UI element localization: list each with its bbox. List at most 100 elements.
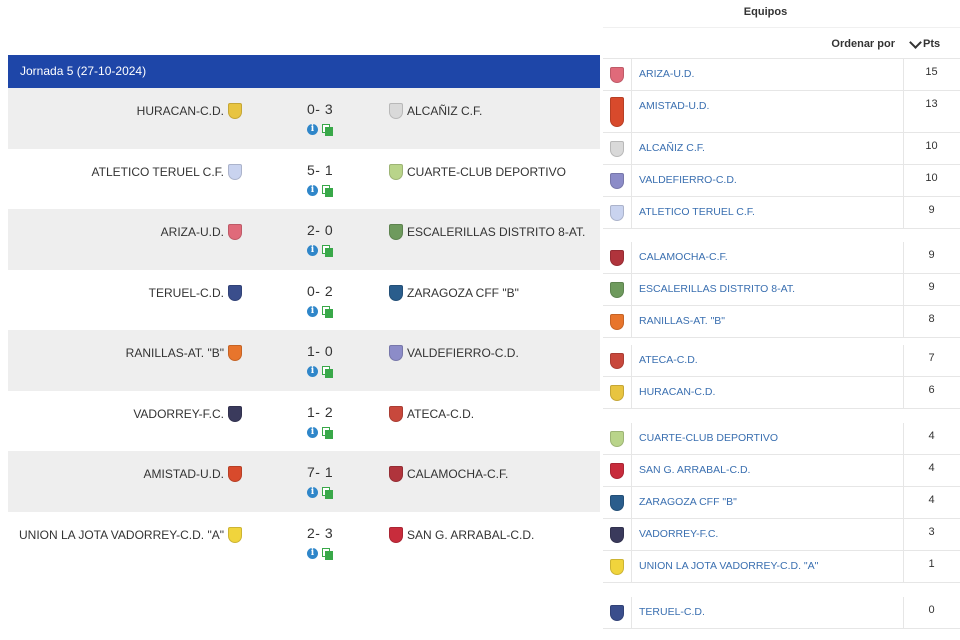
team-crest-icon: [389, 103, 403, 119]
team-name-link[interactable]: ATLETICO TERUEL C.F.: [639, 206, 755, 218]
info-icon[interactable]: i: [307, 366, 318, 377]
home-team[interactable]: ARIZA-U.D.: [161, 224, 242, 240]
team-name-link[interactable]: VADORREY-F.C.: [639, 528, 719, 540]
standings-row[interactable]: HURACAN-C.D. 6: [603, 377, 960, 409]
match-list: HURACAN-C.D. 0- 3 i ALCAÑIZ C.F. ATLETICO TE…: [8, 88, 600, 572]
team-name-link[interactable]: ZARAGOZA CFF "B": [639, 496, 737, 508]
away-team[interactable]: CALAMOCHA-C.F.: [389, 466, 508, 482]
team-name-link[interactable]: ALCAÑIZ C.F.: [639, 142, 705, 154]
standings-row[interactable]: UNION LA JOTA VADORREY-C.D. "A" 1: [603, 551, 960, 583]
match-score[interactable]: 0- 2: [307, 282, 334, 299]
standings-row[interactable]: CALAMOCHA-C.F. 9: [603, 242, 960, 274]
standings-row[interactable]: CUARTE-CLUB DEPORTIVO 4: [603, 423, 960, 455]
away-team[interactable]: ZARAGOZA CFF "B": [389, 284, 519, 301]
standings-row[interactable]: RANILLAS-AT. "B" 8: [603, 306, 960, 338]
team-name-link[interactable]: CALAMOCHA-C.F.: [639, 251, 728, 263]
info-icon[interactable]: i: [307, 426, 318, 438]
match-score[interactable]: 7- 1: [307, 464, 334, 480]
team-crest-icon: [228, 103, 242, 119]
copy-document-icon[interactable]: [322, 305, 334, 318]
home-team-name: ATLETICO TERUEL C.F.: [91, 164, 224, 179]
divider: [903, 377, 904, 408]
standings-row[interactable]: VADORREY-F.C. 3: [603, 519, 960, 551]
match-tools: i: [307, 547, 334, 560]
copy-document-icon[interactable]: [322, 245, 334, 257]
match-tools: i: [307, 184, 334, 197]
home-team[interactable]: UNION LA JOTA VADORREY-C.D. "A": [19, 526, 242, 543]
home-team[interactable]: RANILLAS-AT. "B": [126, 345, 242, 361]
divider: [631, 597, 632, 628]
team-crest-icon: [389, 345, 403, 361]
team-name-link[interactable]: CUARTE-CLUB DEPORTIVO: [639, 432, 779, 444]
divider: [903, 551, 904, 582]
standings-row[interactable]: ARIZA-U.D. 15: [603, 59, 960, 91]
info-icon[interactable]: i: [307, 245, 318, 256]
team-name-link[interactable]: ATECA-C.D.: [639, 354, 698, 366]
home-team[interactable]: VADORREY-F.C.: [133, 405, 242, 422]
home-team[interactable]: AMISTAD-U.D.: [144, 466, 242, 482]
team-name-link[interactable]: AMISTAD-U.D.: [639, 100, 710, 112]
match-score[interactable]: 2- 0: [307, 222, 334, 238]
standings-row[interactable]: ATLETICO TERUEL C.F. 9: [603, 197, 960, 229]
team-name-link[interactable]: TERUEL-C.D.: [639, 606, 705, 618]
match-tools: i: [307, 245, 334, 257]
home-team[interactable]: HURACAN-C.D.: [137, 103, 242, 119]
away-team[interactable]: ATECA-C.D.: [389, 405, 474, 422]
match-score[interactable]: 1- 2: [307, 403, 334, 420]
info-icon[interactable]: i: [307, 184, 318, 196]
standings-row[interactable]: ALCAÑIZ C.F. 10: [603, 133, 960, 165]
team-name-link[interactable]: SAN G. ARRABAL-C.D.: [639, 464, 751, 476]
divider: [631, 551, 632, 582]
divider: [631, 377, 632, 408]
team-crest-icon: [389, 526, 403, 543]
copy-document-icon[interactable]: [322, 426, 334, 439]
standings-row[interactable]: SAN G. ARRABAL-C.D. 4: [603, 455, 960, 487]
team-crest-icon: [228, 526, 242, 543]
team-points: 8: [928, 313, 935, 325]
info-icon[interactable]: i: [307, 124, 318, 135]
standings-row[interactable]: ESCALERILLAS DISTRITO 8-AT. 9: [603, 274, 960, 306]
copy-document-icon[interactable]: [322, 487, 334, 499]
pts-sort-button[interactable]: Pts: [909, 35, 940, 50]
divider: [631, 274, 632, 305]
divider: [903, 306, 904, 337]
copy-document-icon[interactable]: [322, 184, 334, 197]
away-team[interactable]: SAN G. ARRABAL-C.D.: [389, 526, 534, 543]
divider: [903, 91, 904, 132]
copy-document-icon[interactable]: [322, 124, 334, 136]
standings-row[interactable]: VALDEFIERRO-C.D. 10: [603, 165, 960, 197]
away-team-name: CALAMOCHA-C.F.: [407, 467, 509, 481]
match-row: RANILLAS-AT. "B" 1- 0 i VALDEFIERRO-C.D.: [8, 330, 600, 391]
home-team[interactable]: ATLETICO TERUEL C.F.: [91, 163, 242, 180]
team-crest-icon: [610, 605, 624, 621]
divider: [903, 455, 904, 486]
home-team[interactable]: TERUEL-C.D.: [149, 284, 242, 301]
match-row: HURACAN-C.D. 0- 3 i ALCAÑIZ C.F.: [8, 88, 600, 149]
away-team[interactable]: ESCALERILLAS DISTRITO 8-AT.: [389, 224, 585, 240]
team-name-link[interactable]: ESCALERILLAS DISTRITO 8-AT.: [639, 283, 795, 295]
info-icon[interactable]: i: [307, 305, 318, 317]
match-score[interactable]: 5- 1: [307, 161, 334, 178]
team-crest-icon: [610, 463, 624, 479]
match-score[interactable]: 2- 3: [307, 524, 334, 541]
info-icon[interactable]: i: [307, 487, 318, 498]
match-score[interactable]: 0- 3: [307, 101, 334, 117]
info-icon[interactable]: i: [307, 547, 318, 559]
match-row: VADORREY-F.C. 1- 2 i ATECA-C.D.: [8, 391, 600, 452]
copy-document-icon[interactable]: [322, 547, 334, 560]
match-row: ATLETICO TERUEL C.F. 5- 1 i CUARTE-CLUB DEP…: [8, 149, 600, 210]
away-team[interactable]: ALCAÑIZ C.F.: [389, 103, 482, 119]
team-name-link[interactable]: RANILLAS-AT. "B": [639, 315, 726, 327]
team-name-link[interactable]: VALDEFIERRO-C.D.: [639, 174, 737, 186]
standings-row[interactable]: TERUEL-C.D. 0: [603, 597, 960, 629]
standings-row[interactable]: AMISTAD-U.D. 13: [603, 91, 960, 133]
team-name-link[interactable]: UNION LA JOTA VADORREY-C.D. "A": [639, 560, 819, 572]
away-team[interactable]: VALDEFIERRO-C.D.: [389, 345, 519, 361]
team-name-link[interactable]: ARIZA-U.D.: [639, 68, 695, 80]
standings-row[interactable]: ZARAGOZA CFF "B" 4: [603, 487, 960, 519]
match-score[interactable]: 1- 0: [307, 343, 334, 359]
copy-document-icon[interactable]: [322, 366, 334, 378]
team-name-link[interactable]: HURACAN-C.D.: [639, 386, 716, 398]
away-team[interactable]: CUARTE-CLUB DEPORTIVO: [389, 163, 566, 180]
standings-row[interactable]: ATECA-C.D. 7: [603, 345, 960, 377]
